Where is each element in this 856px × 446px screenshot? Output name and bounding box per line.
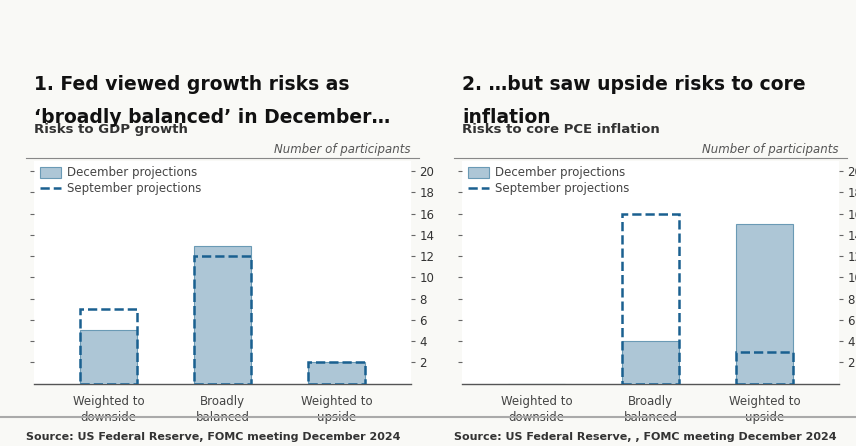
Bar <box>736 224 794 384</box>
Text: 1. Fed viewed growth risks as: 1. Fed viewed growth risks as <box>34 74 350 94</box>
Bar <box>308 362 366 384</box>
Bar <box>622 341 679 384</box>
Bar <box>80 330 137 384</box>
Text: inflation: inflation <box>462 108 551 127</box>
Bar <box>194 245 251 384</box>
Legend: December projections, September projections: December projections, September projecti… <box>40 166 202 195</box>
Text: Source: US Federal Reserve, , FOMC meeting December 2024: Source: US Federal Reserve, , FOMC meeti… <box>454 432 836 442</box>
Bar <box>194 256 251 384</box>
Text: Source: US Federal Reserve, FOMC meeting December 2024: Source: US Federal Reserve, FOMC meeting… <box>26 432 400 442</box>
Bar <box>80 309 137 384</box>
Bar <box>622 214 679 384</box>
Bar <box>736 352 794 384</box>
Legend: December projections, September projections: December projections, September projecti… <box>468 166 630 195</box>
Text: ‘broadly balanced’ in December…: ‘broadly balanced’ in December… <box>34 108 390 127</box>
Text: Number of participants: Number of participants <box>275 143 411 156</box>
Text: Number of participants: Number of participants <box>703 143 839 156</box>
Text: 2. …but saw upside risks to core: 2. …but saw upside risks to core <box>462 74 805 94</box>
Text: Risks to GDP growth: Risks to GDP growth <box>34 123 188 136</box>
Text: Risks to core PCE inflation: Risks to core PCE inflation <box>462 123 660 136</box>
Bar <box>308 362 366 384</box>
